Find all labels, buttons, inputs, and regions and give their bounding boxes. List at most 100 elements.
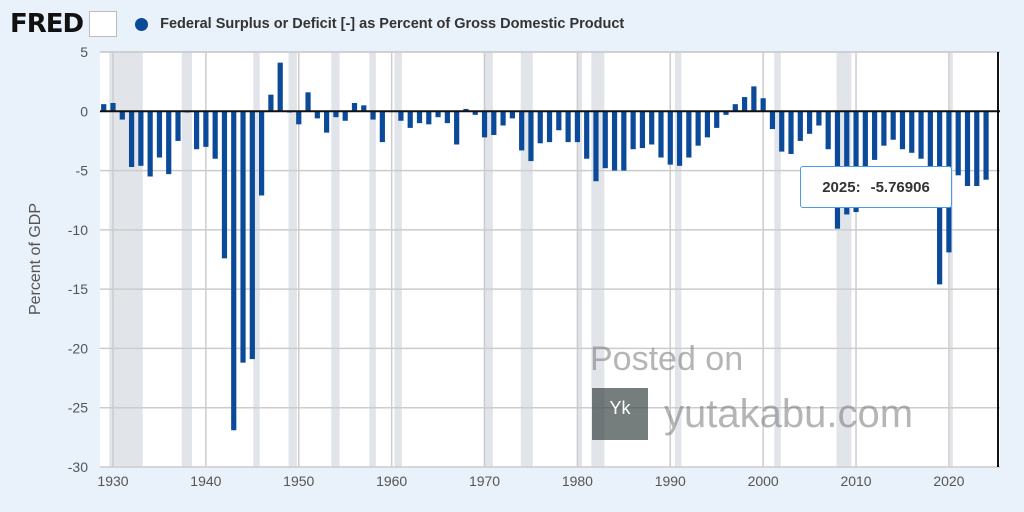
bar-1947[interactable] bbox=[268, 94, 274, 112]
bar-2024[interactable] bbox=[983, 111, 989, 180]
bar-1977[interactable] bbox=[546, 111, 553, 143]
bar-1997[interactable] bbox=[732, 104, 738, 112]
bar-1964[interactable] bbox=[426, 111, 432, 125]
bar-1955[interactable] bbox=[342, 111, 348, 121]
bar-1945[interactable] bbox=[249, 111, 255, 360]
watermark-text: Posted on bbox=[590, 340, 744, 378]
bar-1975[interactable] bbox=[528, 111, 534, 162]
bar-1982[interactable] bbox=[593, 111, 599, 182]
bar-2016[interactable] bbox=[909, 111, 915, 153]
bar-1961[interactable] bbox=[398, 111, 404, 121]
bar-1985[interactable] bbox=[621, 111, 627, 171]
bar-1930[interactable] bbox=[110, 102, 116, 112]
bar-1967[interactable] bbox=[454, 111, 460, 145]
bar-1950[interactable] bbox=[296, 111, 302, 125]
bar-1974[interactable] bbox=[519, 111, 525, 151]
bar-1958[interactable] bbox=[370, 111, 376, 120]
bar-1966[interactable] bbox=[444, 111, 450, 124]
bar-1976[interactable] bbox=[537, 111, 543, 144]
bar-1988[interactable] bbox=[649, 111, 655, 145]
bar-1994[interactable] bbox=[704, 111, 711, 138]
bar-1940[interactable] bbox=[203, 111, 209, 147]
bar-2004[interactable] bbox=[797, 111, 803, 141]
recession-shade bbox=[949, 52, 953, 467]
bar-2002[interactable] bbox=[779, 111, 785, 152]
bar-2010[interactable] bbox=[853, 111, 859, 213]
bar-1936[interactable] bbox=[166, 111, 172, 175]
fred-logo[interactable]: FRED bbox=[10, 9, 84, 39]
bar-1980[interactable] bbox=[574, 111, 580, 143]
bar-1973[interactable] bbox=[509, 111, 515, 119]
bar-2014[interactable] bbox=[890, 111, 896, 140]
bar-1933[interactable] bbox=[138, 111, 144, 166]
bar-1981[interactable] bbox=[584, 111, 590, 159]
bar-1937[interactable] bbox=[175, 111, 181, 141]
bar-1990[interactable] bbox=[667, 111, 673, 165]
bar-1991[interactable] bbox=[676, 111, 683, 166]
bar-1956[interactable] bbox=[351, 102, 358, 112]
bar-1968[interactable] bbox=[463, 108, 469, 112]
x-tick-label: 1990 bbox=[655, 473, 686, 489]
bar-1993[interactable] bbox=[695, 111, 701, 146]
bar-1969[interactable] bbox=[472, 111, 478, 115]
bar-2001[interactable] bbox=[769, 111, 776, 130]
bar-1929[interactable] bbox=[101, 104, 107, 112]
bar-2003[interactable] bbox=[788, 111, 794, 154]
bar-1970[interactable] bbox=[481, 111, 488, 138]
bar-2009[interactable] bbox=[844, 111, 850, 215]
bar-1965[interactable] bbox=[435, 111, 441, 118]
bar-1959[interactable] bbox=[379, 111, 385, 143]
bar-2021[interactable] bbox=[955, 111, 961, 176]
bar-1957[interactable] bbox=[361, 105, 367, 112]
x-tick-label: 1980 bbox=[562, 473, 593, 489]
bar-1954[interactable] bbox=[333, 111, 339, 118]
bar-1935[interactable] bbox=[156, 111, 163, 158]
bar-1939[interactable] bbox=[193, 111, 200, 150]
y-tick-label: -5 bbox=[76, 163, 89, 179]
bar-2017[interactable] bbox=[918, 111, 924, 159]
bar-1972[interactable] bbox=[500, 111, 506, 126]
bar-2005[interactable] bbox=[806, 111, 813, 134]
bar-1987[interactable] bbox=[639, 111, 646, 149]
bar-1992[interactable] bbox=[686, 111, 692, 158]
bar-1995[interactable] bbox=[714, 111, 720, 128]
bar-1941[interactable] bbox=[212, 111, 218, 159]
bar-1934[interactable] bbox=[147, 111, 153, 177]
bar-1943[interactable] bbox=[231, 111, 237, 431]
bar-2022[interactable] bbox=[964, 111, 971, 186]
bar-1931[interactable] bbox=[119, 111, 125, 120]
bar-2018[interactable] bbox=[927, 111, 933, 168]
bar-2012[interactable] bbox=[872, 111, 878, 160]
bar-1953[interactable] bbox=[324, 111, 330, 133]
bar-2006[interactable] bbox=[816, 111, 822, 126]
bar-1946[interactable] bbox=[259, 111, 265, 196]
bar-1932[interactable] bbox=[128, 111, 135, 168]
bar-1999[interactable] bbox=[751, 86, 757, 112]
bar-1951[interactable] bbox=[305, 92, 311, 112]
bar-1984[interactable] bbox=[611, 111, 618, 171]
bar-1979[interactable] bbox=[565, 111, 571, 143]
bar-2015[interactable] bbox=[899, 111, 906, 150]
bar-1962[interactable] bbox=[407, 111, 413, 128]
bar-1942[interactable] bbox=[221, 111, 228, 259]
bar-2023[interactable] bbox=[974, 111, 980, 186]
bar-1996[interactable] bbox=[723, 111, 729, 115]
bar-1944[interactable] bbox=[240, 111, 246, 363]
recession-shade bbox=[181, 52, 192, 467]
bar-1963[interactable] bbox=[416, 111, 423, 124]
graph-icon bbox=[89, 11, 118, 37]
bar-1998[interactable] bbox=[741, 97, 748, 112]
bar-1971[interactable] bbox=[491, 111, 497, 135]
bar-1983[interactable] bbox=[602, 111, 608, 169]
bar-1978[interactable] bbox=[556, 111, 562, 131]
bar-2000[interactable] bbox=[760, 98, 766, 112]
bar-1989[interactable] bbox=[658, 111, 664, 158]
series-title[interactable]: Federal Surplus or Deficit [-] as Percen… bbox=[160, 16, 625, 32]
bar-1948[interactable] bbox=[277, 62, 283, 112]
bar-1986[interactable] bbox=[630, 111, 636, 150]
bar-2011[interactable] bbox=[862, 111, 868, 190]
bar-1952[interactable] bbox=[314, 111, 320, 119]
bar-2007[interactable] bbox=[825, 111, 831, 150]
bar-2013[interactable] bbox=[881, 111, 887, 146]
